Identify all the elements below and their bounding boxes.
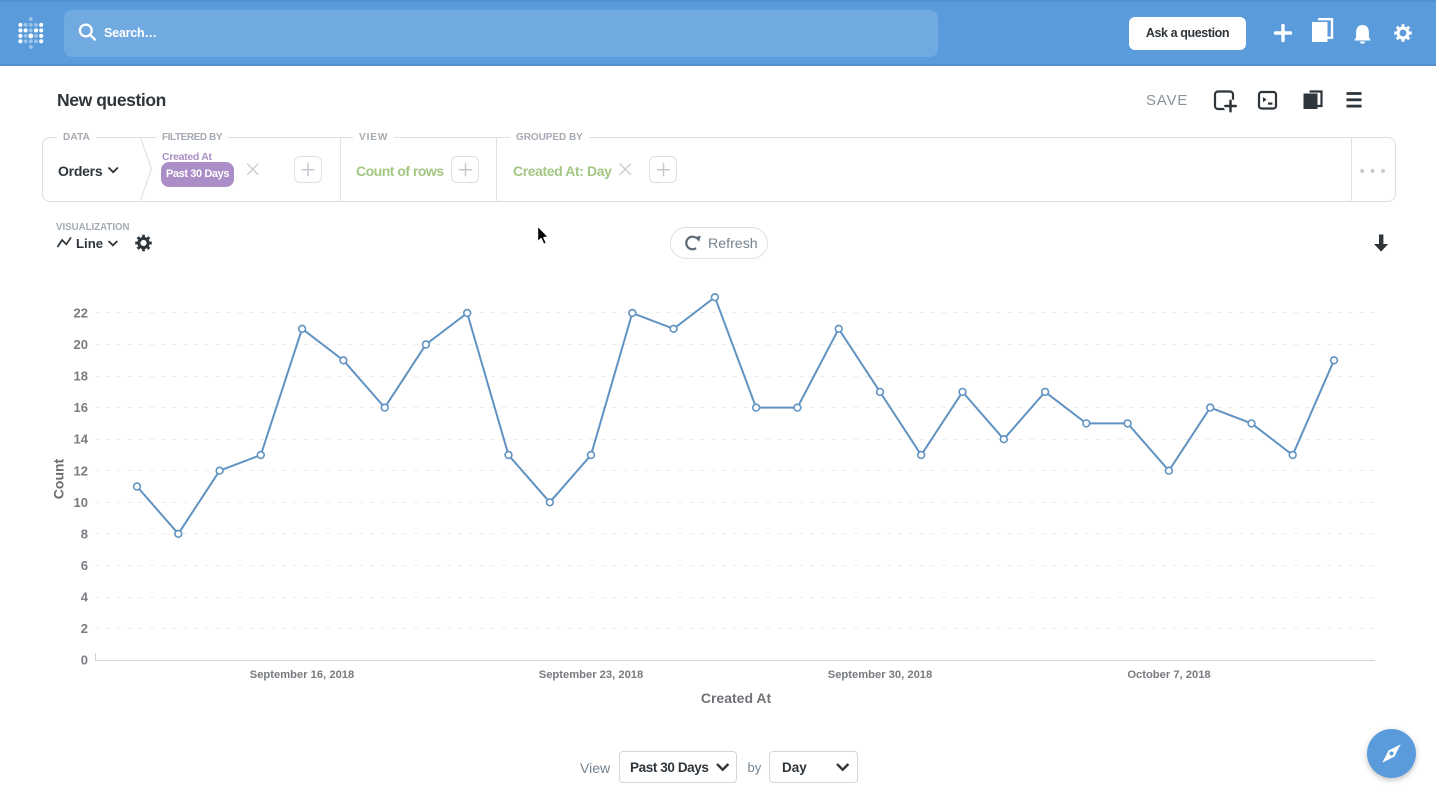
- svg-text:16: 16: [74, 400, 88, 415]
- svg-text:October 7, 2018: October 7, 2018: [1127, 669, 1210, 681]
- svg-text:6: 6: [81, 558, 88, 573]
- svg-text:September 16, 2018: September 16, 2018: [250, 669, 354, 681]
- svg-text:8: 8: [81, 526, 88, 541]
- svg-text:Count: Count: [51, 458, 67, 499]
- svg-text:22: 22: [74, 306, 88, 321]
- svg-text:10: 10: [74, 495, 88, 510]
- svg-text:14: 14: [74, 432, 89, 447]
- svg-text:18: 18: [74, 369, 88, 384]
- svg-text:20: 20: [74, 337, 88, 352]
- svg-text:4: 4: [81, 590, 89, 605]
- svg-text:12: 12: [74, 463, 88, 478]
- svg-text:2: 2: [81, 621, 88, 636]
- svg-text:September 23, 2018: September 23, 2018: [539, 669, 643, 681]
- svg-text:September 30, 2018: September 30, 2018: [828, 669, 932, 681]
- svg-text:0: 0: [81, 653, 88, 668]
- svg-text:Created At: Created At: [701, 690, 772, 706]
